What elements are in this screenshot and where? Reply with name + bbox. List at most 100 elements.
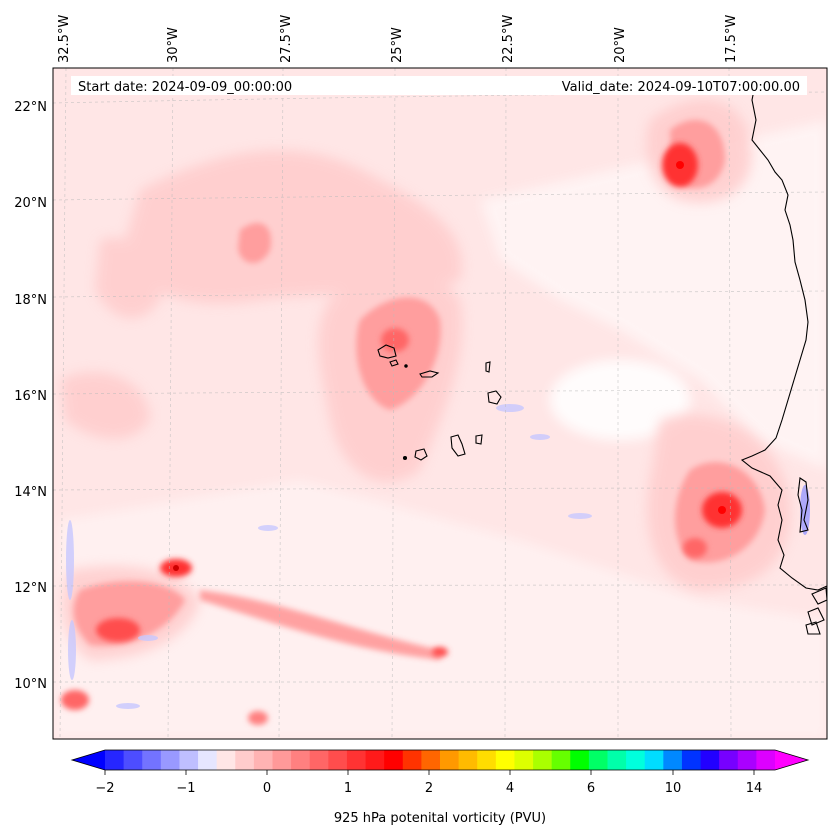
start-date-label: Start date: 2024-09-09_00:00:00 xyxy=(78,80,292,95)
colorbar-tick-label: 4 xyxy=(506,781,514,796)
colorbar-segment xyxy=(142,750,162,770)
colorbar-segment xyxy=(533,750,553,770)
colorbar-tick-label: 0 xyxy=(263,781,271,796)
coastlines xyxy=(740,84,827,635)
island-santiago xyxy=(450,434,466,457)
cabo-verde-islands xyxy=(377,344,502,461)
lon-label: 20°W xyxy=(613,27,628,63)
colorbar-segment xyxy=(495,750,515,770)
colorbar-segment xyxy=(365,750,385,770)
longitude-labels: 32.5°W 30°W 27.5°W 25°W 22.5°W 20°W 17.5… xyxy=(57,15,739,63)
colorbar-segment xyxy=(719,750,739,770)
colorbar-segment xyxy=(756,750,776,770)
lat-label: 20°N xyxy=(14,196,47,211)
lon-label: 17.5°W xyxy=(724,15,739,63)
colorbar-segment xyxy=(570,750,590,770)
colorbar-tick-labels: −2 −1 0 1 2 4 6 10 14 xyxy=(95,781,762,796)
island-maio xyxy=(475,434,483,445)
colorbar-segment xyxy=(309,750,329,770)
colorbar-segment xyxy=(588,750,608,770)
colorbar-segment xyxy=(663,750,683,770)
colorbar-segment xyxy=(253,750,273,770)
island-brava xyxy=(402,455,408,461)
pv-negative-patches xyxy=(66,404,810,709)
colorbar-segment xyxy=(160,750,180,770)
lon-label: 25°W xyxy=(390,27,405,63)
date-banner xyxy=(71,76,807,95)
colorbar-segment xyxy=(235,750,255,770)
colorbar-segment xyxy=(644,750,664,770)
pv-core-southeast-peak xyxy=(718,506,726,514)
lat-label: 22°N xyxy=(14,100,47,115)
lat-label: 12°N xyxy=(14,581,47,596)
pv-core-central xyxy=(381,328,409,352)
pv-band-medium xyxy=(73,120,765,660)
colorbar-tick-label: 2 xyxy=(425,781,433,796)
colorbar-segment xyxy=(737,750,757,770)
island-santo-antao xyxy=(377,344,397,359)
africa-coast xyxy=(740,84,827,591)
lat-label: 18°N xyxy=(14,293,47,308)
colorbar-segment xyxy=(198,750,218,770)
colorbar-ticks xyxy=(104,770,755,775)
colorbar-segment xyxy=(123,750,143,770)
colorbar-segment xyxy=(681,750,701,770)
island-sao-nicolau xyxy=(419,370,440,378)
colorbar-segment xyxy=(384,750,404,770)
pv-core-northeast-peak xyxy=(676,161,684,169)
colorbar-tick-label: 1 xyxy=(344,781,352,796)
pv-core-south xyxy=(248,711,268,725)
colorbar-segment xyxy=(514,750,534,770)
colorbar-tick-label: 14 xyxy=(746,781,763,796)
colorbar-segment xyxy=(179,750,199,770)
island-sal xyxy=(485,361,491,373)
island-boa-vista xyxy=(487,390,502,405)
valid-date-label: Valid_date: 2024-09-10T07:00:00.00 xyxy=(562,80,800,95)
island-sao-vicente xyxy=(389,359,399,367)
colorbar-tick-label: 6 xyxy=(587,781,595,796)
colorbar-tick-label: −1 xyxy=(176,781,195,796)
pv-core-filament-end xyxy=(432,647,448,657)
lon-label: 22.5°W xyxy=(501,15,516,63)
lon-label: 30°W xyxy=(166,27,181,63)
colorbar-segment xyxy=(216,750,236,770)
lat-label: 10°N xyxy=(14,677,47,692)
colorbar-segment xyxy=(346,750,366,770)
colorbar-segment xyxy=(700,750,720,770)
colorbar-segment xyxy=(328,750,348,770)
colorbar: −2 −1 0 1 2 4 6 10 14 925 hPa potenital … xyxy=(70,749,810,826)
map-frame xyxy=(52,67,828,740)
colorbar-segment xyxy=(551,750,571,770)
colorbar-segment xyxy=(440,750,460,770)
lat-label: 14°N xyxy=(14,485,47,500)
colorbar-tick-label: 10 xyxy=(665,781,682,796)
map-panel: Start date: 2024-09-09_00:00:00 Valid_da… xyxy=(53,68,827,739)
colorbar-tick-label: −2 xyxy=(95,781,114,796)
colorbar-segment xyxy=(421,750,441,770)
colorbar-segment xyxy=(402,750,422,770)
colorbar-extend-low xyxy=(72,750,105,770)
colorbar-segment xyxy=(477,750,497,770)
colorbar-title: 925 hPa potenital vorticity (PVU) xyxy=(334,811,546,826)
pv-core-southeast-2 xyxy=(683,538,707,558)
lon-label: 32.5°W xyxy=(57,15,72,63)
latitude-labels: 22°N 20°N 18°N 16°N 14°N 12°N 10°N xyxy=(14,100,47,692)
island-santa-luzia xyxy=(404,364,408,368)
colorbar-segment xyxy=(626,750,646,770)
lon-label: 27.5°W xyxy=(279,15,294,63)
colorbar-segment xyxy=(607,750,627,770)
pv-low-areas xyxy=(53,120,827,739)
colorbar-segment xyxy=(291,750,311,770)
pv-core-southwest-3 xyxy=(61,690,89,710)
pv-core-southwest-peak xyxy=(173,565,179,571)
colorbar-extend-high xyxy=(775,750,808,770)
colorbar-segments xyxy=(105,750,776,770)
lat-label: 16°N xyxy=(14,389,47,404)
gridlines xyxy=(53,68,827,739)
colorbar-segment xyxy=(105,750,125,770)
colorbar-segment xyxy=(458,750,478,770)
colorbar-segment xyxy=(272,750,292,770)
island-fogo xyxy=(414,448,428,461)
pv-core-southwest-2 xyxy=(96,618,140,642)
